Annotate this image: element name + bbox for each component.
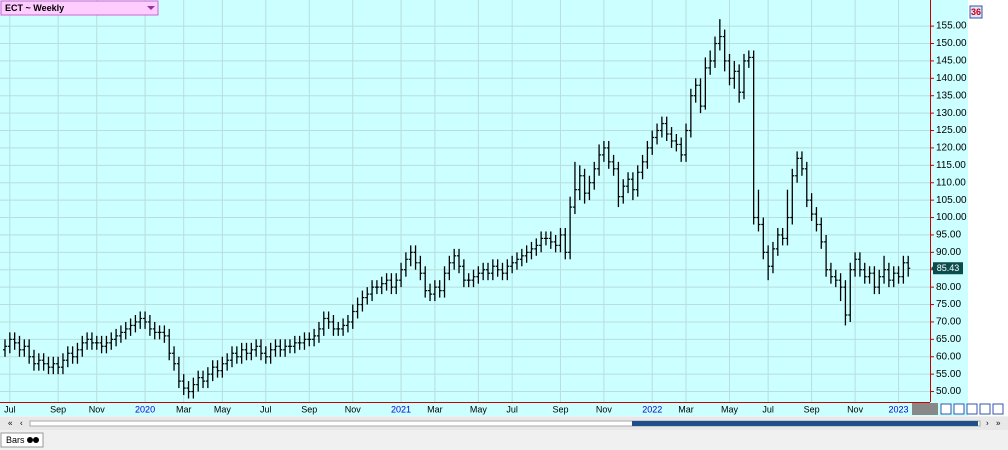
- scroll-first[interactable]: «: [8, 419, 13, 428]
- tab[interactable]: [0, 432, 44, 448]
- x-tick-label: Nov: [596, 404, 613, 414]
- x-tick-label: Mar: [678, 404, 694, 414]
- y-tick-label: 115.00: [936, 160, 966, 171]
- y-tick-label: 75.00: [936, 299, 961, 310]
- toolbar-button[interactable]: [953, 403, 965, 415]
- axes: 50.0055.0060.0065.0070.0075.0080.0085.00…: [4, 21, 967, 415]
- x-tick-label: Nov: [345, 404, 362, 414]
- right-strip: [968, 0, 1008, 416]
- last-price: 85.43: [937, 263, 960, 273]
- y-tick-label: 145.00: [936, 56, 967, 67]
- scrollbar-thumb[interactable]: [632, 421, 978, 426]
- x-tick-label: Sep: [50, 404, 66, 414]
- x-tick-label: Mar: [176, 404, 192, 414]
- x-tick-label: Sep: [552, 404, 568, 414]
- y-tick-label: 70.00: [936, 317, 961, 328]
- y-tick-label: 135.00: [936, 90, 967, 101]
- x-tick-label: 2022: [642, 404, 662, 414]
- x-tick-label: Jul: [762, 404, 774, 414]
- x-tick-label: 2023: [889, 404, 909, 414]
- y-tick-label: 60.00: [936, 351, 961, 362]
- y-tick-label: 55.00: [936, 369, 961, 380]
- x-tick-label: Sep: [301, 404, 317, 414]
- x-tick-label: 2021: [391, 404, 411, 414]
- toolbar-button[interactable]: [966, 403, 978, 415]
- y-tick-label: 140.00: [936, 73, 967, 84]
- scroll-right[interactable]: ›: [986, 419, 989, 428]
- x-tick-label: May: [214, 404, 232, 414]
- x-tick-label: Sep: [804, 404, 820, 414]
- scrollbar[interactable]: [29, 420, 981, 427]
- scroll-left[interactable]: ‹: [20, 419, 23, 428]
- toolbar-button[interactable]: [940, 403, 952, 415]
- y-tick-label: 80.00: [936, 282, 961, 293]
- date-axis-marker: [912, 403, 938, 415]
- tab-icon: [27, 437, 33, 443]
- scroll-last[interactable]: »: [996, 419, 1001, 428]
- last-price-pointer: [931, 264, 935, 273]
- y-tick-label: 90.00: [936, 247, 961, 258]
- y-tick-label: 110.00: [936, 177, 966, 188]
- dropdown-arrow[interactable]: [147, 6, 155, 10]
- y-tick-label: 130.00: [936, 108, 967, 119]
- price-bars: [3, 19, 911, 399]
- y-tick-label: 125.00: [936, 125, 967, 136]
- last-price-box: [933, 262, 963, 275]
- y-tick-label: 95.00: [936, 230, 961, 241]
- x-tick-label: Jul: [4, 404, 16, 414]
- x-tick-label: May: [470, 404, 488, 414]
- symbol-label: ECT ~ Weekly: [5, 3, 64, 13]
- x-tick-label: Mar: [427, 404, 443, 414]
- tab-icon: [33, 437, 39, 443]
- x-tick-label: Nov: [89, 404, 106, 414]
- x-tick-label: Jul: [260, 404, 272, 414]
- corner-badge: 36: [971, 7, 981, 17]
- tab-label: Bars: [6, 435, 25, 445]
- chart-background: [0, 0, 1008, 416]
- x-tick-label: Nov: [847, 404, 864, 414]
- y-tick-label: 100.00: [936, 212, 967, 223]
- y-tick-label: 155.00: [936, 21, 967, 32]
- y-tick-label: 120.00: [936, 143, 967, 154]
- x-tick-label: Jul: [506, 404, 518, 414]
- x-tick-label: 2020: [135, 404, 155, 414]
- y-tick-label: 150.00: [936, 38, 967, 49]
- y-tick-label: 65.00: [936, 334, 961, 345]
- toolbar-buttons: [940, 403, 1004, 415]
- symbol-selector[interactable]: [0, 0, 159, 16]
- corner-badge-icon[interactable]: [969, 5, 983, 19]
- toolbar-button[interactable]: [992, 403, 1004, 415]
- toolbar-button[interactable]: [979, 403, 991, 415]
- y-tick-label: 50.00: [936, 386, 961, 397]
- y-tick-label: 105.00: [936, 195, 967, 206]
- x-tick-label: May: [721, 404, 739, 414]
